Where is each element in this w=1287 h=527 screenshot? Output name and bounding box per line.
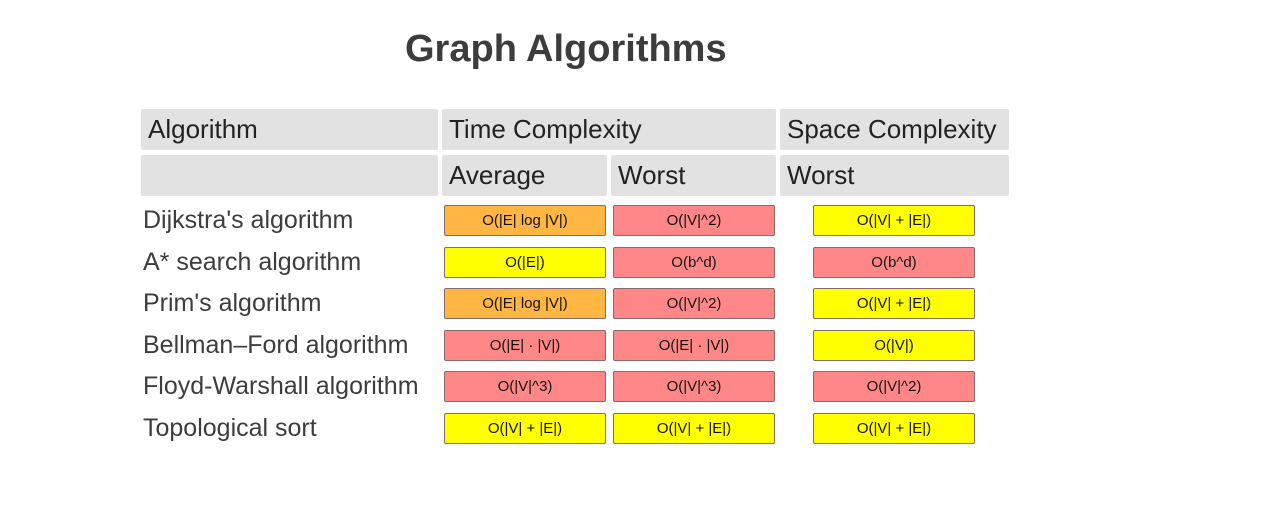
time-average-cell: O(|E| log |V|) bbox=[444, 205, 606, 236]
space-worst-cell: O(|V| + |E|) bbox=[813, 288, 975, 319]
space-worst-cell: O(|V| + |E|) bbox=[813, 413, 975, 444]
algorithm-name: Prim's algorithm bbox=[143, 289, 322, 317]
time-average-cell: O(|V|^3) bbox=[444, 371, 606, 402]
header-average: Average bbox=[442, 155, 607, 196]
time-worst-cell: O(|V|^3) bbox=[613, 371, 775, 402]
time-worst-cell: O(|V|^2) bbox=[613, 288, 775, 319]
header-time-complexity: Time Complexity bbox=[442, 109, 776, 150]
header-worst-time: Worst bbox=[611, 155, 776, 196]
space-worst-cell: O(b^d) bbox=[813, 247, 975, 278]
header-algorithm: Algorithm bbox=[141, 109, 438, 150]
algorithm-name: Dijkstra's algorithm bbox=[143, 206, 354, 234]
algorithm-name: Floyd-Warshall algorithm bbox=[143, 372, 419, 400]
time-average-cell: O(|E|) bbox=[444, 247, 606, 278]
page-title: Graph Algorithms bbox=[405, 28, 727, 70]
header-space-complexity: Space Complexity bbox=[780, 109, 1009, 150]
header-blank bbox=[141, 155, 438, 196]
algorithm-name: A* search algorithm bbox=[143, 248, 362, 276]
header-worst-space: Worst bbox=[780, 155, 1009, 196]
space-worst-cell: O(|V|^2) bbox=[813, 371, 975, 402]
space-worst-cell: O(|V|) bbox=[813, 330, 975, 361]
algorithm-name: Topological sort bbox=[143, 414, 317, 442]
time-average-cell: O(|E| · |V|) bbox=[444, 330, 606, 361]
time-average-cell: O(|V| + |E|) bbox=[444, 413, 606, 444]
time-average-cell: O(|E| log |V|) bbox=[444, 288, 606, 319]
algorithm-name: Bellman–Ford algorithm bbox=[143, 331, 409, 359]
space-worst-cell: O(|V| + |E|) bbox=[813, 205, 975, 236]
time-worst-cell: O(|V| + |E|) bbox=[613, 413, 775, 444]
time-worst-cell: O(|E| · |V|) bbox=[613, 330, 775, 361]
time-worst-cell: O(|V|^2) bbox=[613, 205, 775, 236]
time-worst-cell: O(b^d) bbox=[613, 247, 775, 278]
